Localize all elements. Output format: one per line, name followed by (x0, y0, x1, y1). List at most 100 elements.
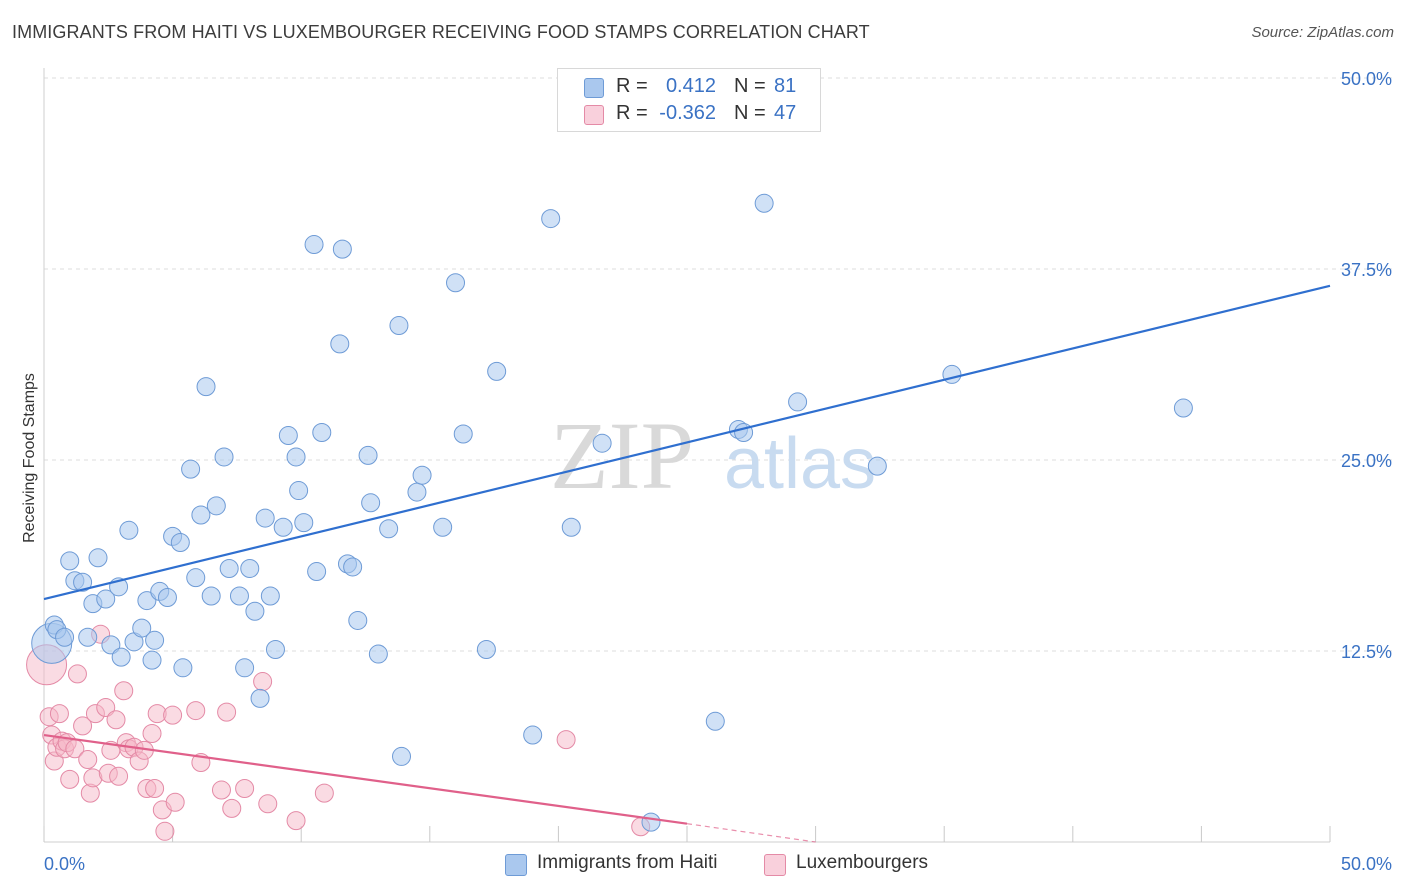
legend-n-value: 47 (774, 102, 797, 124)
legend-n-label: N = (734, 75, 766, 97)
point-haiti (186, 568, 206, 588)
point-haiti (255, 508, 275, 528)
point-haiti (332, 239, 352, 259)
point-luxembourgers (96, 698, 116, 718)
watermark: ZIP atlas (550, 402, 876, 509)
y-tick-label: 25.0% (1341, 451, 1392, 471)
point-luxembourgers (258, 794, 278, 814)
point-luxembourgers (114, 681, 134, 701)
legend-r-value: -0.362 (659, 102, 716, 124)
point-haiti (206, 496, 226, 516)
data-points (26, 94, 1193, 841)
legend-n-value: 81 (774, 75, 797, 97)
trendline-haiti (43, 284, 1331, 601)
point-haiti (96, 589, 116, 609)
point-haiti (446, 273, 466, 293)
legend-row-haiti: R = 0.412 N = 81 (558, 75, 820, 99)
point-luxembourgers (155, 821, 175, 841)
point-luxembourgers (186, 701, 206, 721)
point-luxembourgers (217, 702, 237, 722)
point-haiti (1173, 398, 1193, 418)
point-haiti (235, 658, 255, 678)
point-haiti (229, 586, 249, 606)
point-haiti (705, 711, 725, 731)
x-tick-label: 50.0% (1341, 854, 1392, 874)
point-haiti (407, 482, 427, 502)
trendline-luxembourgers-extension (686, 823, 816, 843)
point-luxembourgers (286, 811, 306, 831)
legend-swatch-luxembourgers (584, 105, 604, 125)
point-haiti (433, 517, 453, 537)
point-haiti (304, 235, 324, 255)
series-swatch-haiti (505, 854, 527, 876)
point-haiti (561, 517, 581, 537)
point-haiti (191, 505, 211, 525)
point-luxembourgers (67, 664, 87, 684)
correlation-legend: R = 0.412 N = 81 R = -0.362 N = 47 (557, 68, 821, 132)
point-haiti (273, 517, 293, 537)
point-haiti (453, 424, 473, 444)
point-luxembourgers (235, 779, 255, 799)
point-haiti (260, 586, 280, 606)
point-luxembourgers (314, 783, 334, 803)
point-luxembourgers (165, 792, 185, 812)
point-haiti (358, 445, 378, 465)
series-swatch-luxembourgers (764, 854, 786, 876)
point-haiti (88, 548, 108, 568)
point-haiti (157, 588, 177, 608)
point-luxembourgers (222, 798, 242, 818)
legend-r-label: R = (616, 102, 648, 124)
point-haiti (368, 644, 388, 664)
point-haiti (867, 456, 887, 476)
point-haiti (173, 658, 193, 678)
point-haiti (196, 377, 216, 397)
point-haiti (348, 610, 368, 630)
y-tick-label: 50.0% (1341, 69, 1392, 89)
source-label: Source: ZipAtlas.com (1251, 24, 1394, 41)
point-haiti (250, 688, 270, 708)
point-haiti (592, 433, 612, 453)
point-haiti (201, 586, 221, 606)
point-luxembourgers (163, 705, 183, 725)
point-haiti (55, 627, 75, 647)
point-haiti (142, 650, 162, 670)
legend-swatch-haiti (584, 78, 604, 98)
point-luxembourgers (142, 724, 162, 744)
y-tick-label: 37.5% (1341, 260, 1392, 280)
legend-r-value: 0.412 (665, 75, 716, 97)
legend-r-label: R = (616, 75, 648, 97)
trendline-luxembourgers (43, 733, 688, 825)
point-haiti (307, 562, 327, 582)
point-haiti (389, 316, 409, 336)
legend-n-label: N = (734, 102, 766, 124)
point-luxembourgers (73, 716, 93, 736)
point-haiti (119, 520, 139, 540)
point-haiti (294, 513, 314, 533)
point-haiti (330, 334, 350, 354)
chart-title: IMMIGRANTS FROM HAITI VS LUXEMBOURGER RE… (12, 22, 870, 42)
point-haiti (343, 557, 363, 577)
trend-lines (43, 284, 1331, 843)
point-haiti (541, 209, 561, 229)
x-tick-label: 0.0% (44, 854, 85, 874)
point-luxembourgers (60, 769, 80, 789)
point-haiti (379, 519, 399, 539)
point-haiti (78, 627, 98, 647)
point-haiti (132, 618, 152, 638)
point-haiti (312, 422, 332, 442)
point-luxembourgers (106, 710, 126, 730)
point-haiti (476, 639, 496, 659)
point-haiti (487, 361, 507, 381)
point-haiti (137, 591, 157, 611)
series-label-haiti: Immigrants from Haiti (537, 852, 718, 873)
legend-row-luxembourgers: R = -0.362 N = 47 (558, 102, 820, 126)
point-haiti (289, 481, 309, 501)
point-haiti (60, 551, 80, 571)
point-haiti (214, 447, 234, 467)
tick-labels: 12.5% 25.0% 37.5% 50.0% 0.0% 50.0% (44, 69, 1392, 874)
point-luxembourgers (49, 704, 69, 724)
point-haiti (641, 812, 661, 832)
point-haiti (942, 364, 962, 384)
watermark-zip: ZIP (550, 402, 694, 509)
